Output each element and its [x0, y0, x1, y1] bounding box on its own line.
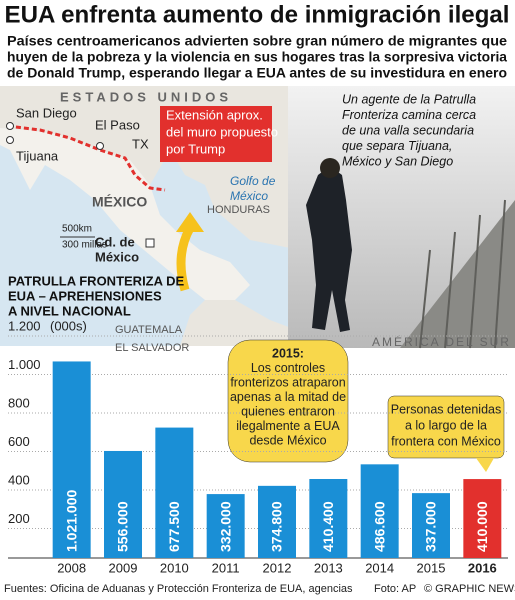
map-label: EL SALVADOR [115, 342, 189, 354]
mexico-land [0, 128, 250, 300]
subtitle: de Donald Trump, esperando llegar a EUA … [7, 65, 507, 81]
subtitle: huyen de la pobreza y la violencia en su… [7, 49, 507, 65]
value-label: 410.400 [320, 501, 336, 552]
scale-label: 500km [62, 224, 92, 235]
x-tick-label: 2009 [109, 560, 138, 575]
x-tick-label: 2014 [365, 560, 394, 575]
y-unit: (000s) [50, 318, 87, 333]
annotation: Personas detenidas [391, 402, 502, 416]
value-label: 556.000 [115, 501, 131, 552]
fence-posts [419, 199, 506, 349]
photo-caption: México y San Diego [342, 154, 453, 168]
value-label: 1.021.000 [63, 490, 79, 552]
value-label: 486.600 [371, 501, 387, 552]
city-label: San Diego [16, 105, 77, 120]
x-tick-label: 2008 [57, 560, 86, 575]
annotation-box [387, 395, 505, 459]
annotation: quienes entraron [241, 404, 335, 418]
city-label: Tijuana [16, 148, 59, 163]
annotation: fronterizos atraparon [230, 375, 345, 389]
value-label: 374.800 [269, 501, 285, 552]
map-label: MÉXICO [92, 194, 147, 210]
y-tick-label: 1.000 [8, 357, 41, 372]
value-label: 677.500 [166, 501, 182, 552]
title: EUA enfrenta aumento de inmigración ileg… [5, 1, 510, 28]
photo-caption: Un agente de la Patrulla [342, 92, 476, 106]
wall-note: Extensión aprox. [166, 107, 263, 122]
photo-caption: Fronteriza camina cerca [342, 108, 476, 122]
arrow-head [176, 212, 204, 232]
migration-arrow [176, 225, 195, 292]
wall-note: del muro propuesto [166, 124, 278, 139]
value-label: 410.000 [474, 501, 490, 552]
city-dot [6, 136, 14, 144]
y-tick-label: 200 [8, 511, 30, 526]
bar [155, 427, 194, 558]
bar [206, 494, 245, 558]
footer-photo: Foto: AP [374, 583, 416, 595]
city-dot [96, 142, 104, 150]
capital-label: México [95, 249, 139, 264]
subtitle: Países centroamericanos advierten sobre … [7, 33, 507, 49]
y-tick-label: 1.200 [8, 318, 41, 333]
wall-note-box [160, 106, 272, 162]
map-label: AMÉRICA DEL SUR [372, 334, 511, 349]
sea-label: México [230, 189, 268, 203]
value-label: 337.000 [423, 501, 439, 552]
map-label: HONDURAS [207, 204, 270, 216]
map-label: TX [132, 136, 149, 151]
x-tick-label: 2010 [160, 560, 189, 575]
annotation-box [227, 339, 349, 463]
footer-sources: Fuentes: Oficina de Aduanas y Protección… [4, 583, 353, 595]
central-america-land [180, 300, 515, 346]
bar [309, 478, 348, 558]
photo-caption: que separa Tijuana, [342, 139, 452, 153]
x-tick-label: 2016 [468, 560, 497, 575]
x-tick-label: 2013 [314, 560, 343, 575]
capital-label: Cd. de [95, 234, 135, 249]
chart-title: PATRULLA FRONTERIZA DE [8, 273, 185, 288]
sea-label: Golfo de [230, 174, 276, 188]
annotation: desde México [249, 433, 326, 447]
annotation: frontera con México [391, 434, 501, 448]
y-tick-label: 600 [8, 434, 30, 449]
bar [360, 464, 399, 558]
capital-marker [145, 238, 155, 248]
bar [412, 493, 450, 558]
photo-caption: de una valla secundaria [342, 123, 474, 137]
chart-title: A NIVEL NACIONAL [8, 303, 131, 318]
bar [104, 450, 142, 558]
annotation: Los controles [251, 361, 325, 375]
wall-note: por Trump [166, 141, 225, 156]
city-dot [6, 122, 14, 130]
x-tick-label: 2012 [263, 560, 292, 575]
chart-title: EUA – APREHENSIONES [8, 288, 162, 303]
value-label: 332.000 [217, 501, 233, 552]
x-tick-label: 2015 [417, 560, 446, 575]
annotation-pointer [476, 458, 494, 472]
city-label: El Paso [95, 117, 140, 132]
map-label: GUATEMALA [115, 324, 183, 336]
annotation: a lo largo de la [405, 418, 487, 432]
y-tick-label: 800 [8, 395, 30, 410]
bar [463, 479, 502, 558]
bar [52, 361, 91, 558]
scale-label: 300 millas [62, 240, 107, 251]
annotation: apenas a la mitad de [230, 390, 346, 404]
photo-fence [400, 200, 515, 348]
agent-silhouette [306, 170, 352, 332]
footer-credit: © GRAPHIC NEWS [424, 583, 515, 595]
agent-head [320, 158, 340, 178]
x-tick-label: 2011 [212, 560, 240, 575]
map-label: ESTADOS UNIDOS [60, 89, 232, 104]
wall-route [7, 124, 166, 192]
bar [258, 485, 296, 558]
annotation: ilegalmente a EUA [236, 419, 340, 433]
y-tick-label: 400 [8, 472, 30, 487]
footer-bg [0, 578, 515, 600]
annotation: 2015: [272, 346, 304, 360]
